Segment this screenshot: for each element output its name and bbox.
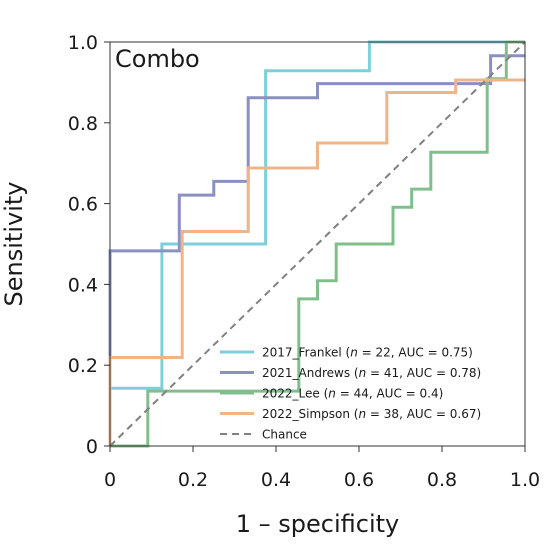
y-axis-title: Sensitivity xyxy=(0,182,28,307)
legend-label: 2022_Lee (n = 44, AUC = 0.4) xyxy=(262,387,443,401)
roc-curve-0 xyxy=(108,40,525,446)
x-tick-label: 0.4 xyxy=(261,469,291,491)
axis-ticks: 0 0.2 0.4 0.6 0.8 1.0 0 0.2 0.4 0.6 0.8 1.0 xyxy=(68,32,540,491)
y-tick-label: 0.6 xyxy=(68,194,98,216)
y-tick-label: 0 xyxy=(86,436,98,458)
legend-label: 2021_Andrews (n = 41, AUC = 0.78) xyxy=(262,366,481,380)
y-tick-label: 0.4 xyxy=(68,274,98,296)
chance-line xyxy=(109,41,526,447)
x-tick-label: 1.0 xyxy=(510,469,540,491)
y-tick-label: 0.8 xyxy=(68,113,98,135)
plot-frame xyxy=(109,41,526,447)
legend-label: Chance xyxy=(262,428,307,442)
x-tick-label: 0 xyxy=(104,469,116,491)
legend: 2017_Frankel (n = 22, AUC = 0.75) 2021_An… xyxy=(220,346,481,442)
roc-curve-3 xyxy=(108,78,525,446)
x-axis-title: 1 – specificity xyxy=(236,510,400,538)
plot-lines xyxy=(108,40,526,448)
y-tick-label: 1.0 xyxy=(68,32,98,54)
legend-label: 2017_Frankel (n = 22, AUC = 0.75) xyxy=(262,346,473,360)
x-tick-label: 0.8 xyxy=(427,469,457,491)
x-tick-label: 0.2 xyxy=(178,469,208,491)
legend-label: 2022_Simpson (n = 38, AUC = 0.67) xyxy=(262,407,481,421)
roc-curve-2 xyxy=(110,40,525,448)
x-tick-label: 0.6 xyxy=(344,469,374,491)
y-tick-label: 0.2 xyxy=(68,355,98,377)
panel-title: Combo xyxy=(115,45,200,73)
